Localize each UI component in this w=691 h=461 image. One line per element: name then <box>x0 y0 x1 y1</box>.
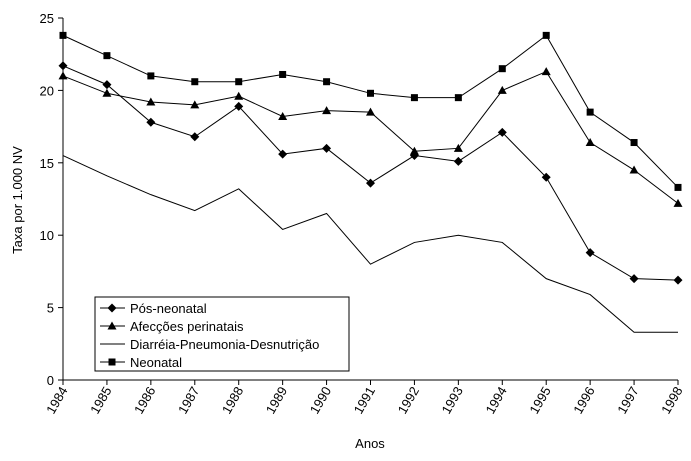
data-point <box>410 94 418 102</box>
data-point <box>278 111 288 120</box>
data-point <box>541 172 551 182</box>
data-point <box>147 72 155 80</box>
data-point <box>497 85 507 94</box>
legend-label: Pós-neonatal <box>130 301 207 316</box>
data-point <box>629 165 639 174</box>
y-tick-label: 25 <box>40 11 54 26</box>
legend-label: Neonatal <box>130 355 182 370</box>
data-point <box>366 107 375 116</box>
data-point <box>190 100 200 109</box>
data-point <box>367 89 374 97</box>
legend-marker <box>108 358 116 366</box>
data-point <box>59 31 67 39</box>
data-point <box>585 248 595 258</box>
data-point <box>454 94 462 102</box>
data-point <box>322 143 332 153</box>
data-point <box>366 178 375 188</box>
data-point <box>541 67 551 76</box>
data-point <box>146 117 156 127</box>
data-point <box>498 65 506 73</box>
x-axis-title: Anos <box>355 436 385 451</box>
data-point <box>630 139 638 147</box>
series-line <box>62 155 678 333</box>
data-point <box>586 108 594 116</box>
data-point <box>323 78 331 86</box>
y-tick-label: 5 <box>47 301 54 316</box>
legend-marker <box>107 303 117 313</box>
data-point <box>322 106 332 115</box>
y-tick-label: 0 <box>47 373 54 388</box>
data-point <box>234 91 244 100</box>
legend-label: Diarréia-Pneumonia-Desnutrição <box>130 337 319 352</box>
data-point <box>453 143 463 152</box>
y-tick-label: 15 <box>40 156 54 171</box>
legend-marker <box>107 321 117 330</box>
data-point <box>234 101 244 111</box>
data-point <box>629 274 639 284</box>
data-point <box>103 52 111 60</box>
data-point <box>453 156 463 166</box>
data-point <box>191 78 199 86</box>
data-point <box>585 138 595 147</box>
data-point <box>102 80 112 90</box>
legend-label: Afecções perinatais <box>130 319 244 334</box>
data-point <box>278 149 288 159</box>
data-point <box>58 71 68 80</box>
y-axis-title: Taxa por 1.000 NV <box>10 146 25 254</box>
data-point <box>102 88 112 97</box>
data-point <box>409 146 419 155</box>
data-point <box>497 127 507 137</box>
data-point <box>146 97 156 106</box>
data-point <box>58 61 68 71</box>
data-point <box>674 183 682 191</box>
data-point <box>542 31 550 39</box>
data-point <box>673 198 683 207</box>
y-tick-label: 10 <box>40 228 54 243</box>
legend-box <box>94 296 350 372</box>
data-point <box>279 70 287 78</box>
data-point <box>190 132 200 142</box>
data-point <box>673 275 683 285</box>
data-point <box>235 78 243 86</box>
y-tick-label: 20 <box>40 83 54 98</box>
